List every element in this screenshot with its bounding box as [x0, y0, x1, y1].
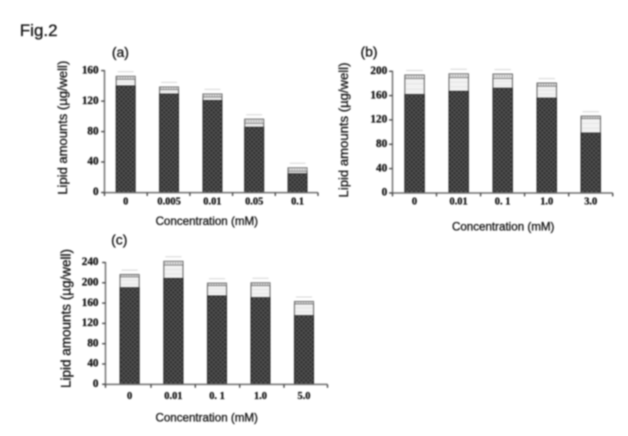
svg-text:120: 120: [82, 317, 99, 329]
svg-text:0: 0: [382, 187, 388, 199]
svg-text:Lipid amounts (µg/well): Lipid amounts (µg/well): [336, 63, 351, 198]
svg-text:1.0: 1.0: [254, 391, 267, 402]
svg-text:Fig.2: Fig.2: [20, 21, 58, 40]
svg-text:40: 40: [87, 156, 99, 168]
svg-text:0.01: 0.01: [203, 197, 221, 208]
svg-text:Lipid amounts (µg/well): Lipid amounts (µg/well): [59, 249, 74, 388]
svg-text:80: 80: [87, 125, 99, 137]
svg-text:0: 0: [123, 197, 128, 208]
svg-text:40: 40: [376, 162, 388, 174]
svg-text:80: 80: [87, 337, 99, 349]
svg-text:0. 1: 0. 1: [209, 391, 225, 402]
svg-text:160: 160: [82, 297, 99, 309]
svg-text:200: 200: [370, 65, 387, 77]
svg-text:5.0: 5.0: [298, 391, 311, 402]
svg-text:0: 0: [127, 391, 132, 402]
svg-text:(b): (b): [360, 44, 377, 60]
svg-text:0.05: 0.05: [245, 197, 263, 208]
svg-text:(a): (a): [112, 44, 129, 60]
svg-text:Concentration (mM): Concentration (mM): [155, 411, 258, 424]
svg-text:1.0: 1.0: [540, 197, 553, 208]
svg-text:0.1: 0.1: [291, 197, 304, 208]
svg-text:240: 240: [82, 256, 99, 268]
svg-text:0: 0: [93, 378, 99, 390]
svg-text:120: 120: [370, 114, 387, 126]
svg-text:0. 1: 0. 1: [495, 197, 511, 208]
svg-text:0.01: 0.01: [164, 391, 182, 402]
svg-text:(c): (c): [111, 232, 127, 248]
svg-text:80: 80: [376, 138, 388, 150]
svg-text:160: 160: [370, 89, 387, 101]
svg-text:160: 160: [82, 64, 99, 76]
svg-text:0: 0: [93, 186, 99, 198]
svg-text:Concentration (mM): Concentration (mM): [452, 220, 555, 233]
svg-text:120: 120: [82, 95, 99, 107]
svg-text:0: 0: [412, 197, 417, 208]
svg-text:0.01: 0.01: [450, 197, 468, 208]
svg-text:Lipid amounts (µg/well): Lipid amounts (µg/well): [55, 61, 70, 195]
svg-text:40: 40: [87, 358, 99, 370]
svg-text:200: 200: [82, 277, 99, 289]
svg-text:0.005: 0.005: [157, 197, 180, 208]
svg-text:Concentration (mM): Concentration (mM): [156, 215, 259, 228]
svg-text:3.0: 3.0: [584, 197, 597, 208]
